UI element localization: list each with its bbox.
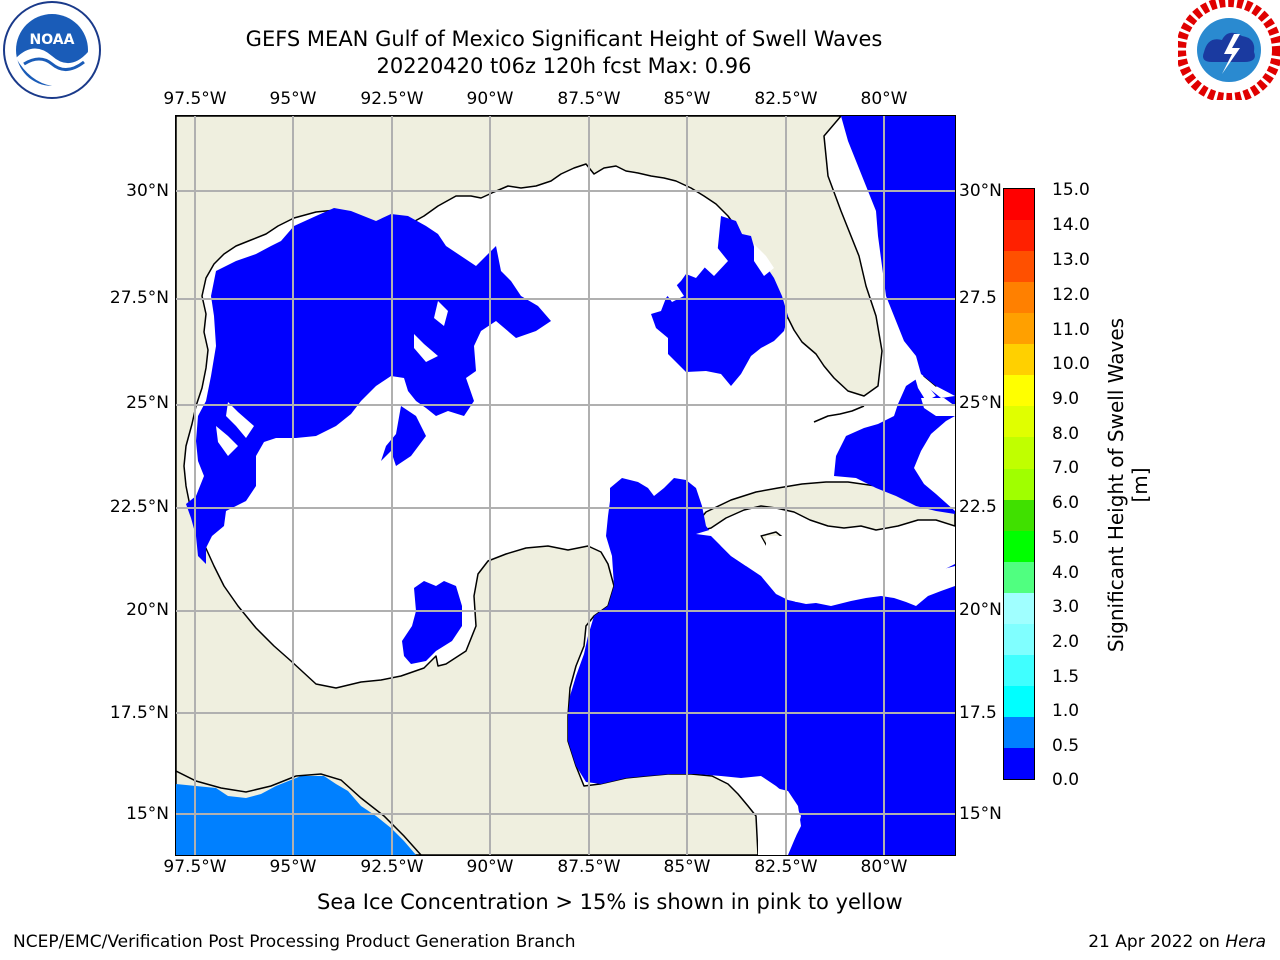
colorbar-segment (1004, 189, 1034, 221)
lon-tick-bottom: 87.5°W (557, 857, 621, 877)
footer-date: 21 Apr 2022 on Hera (1088, 932, 1266, 952)
lon-tick-top: 82.5°W (754, 89, 818, 109)
lat-tick-right: 15°N (959, 804, 1002, 824)
colorbar-tick: 8.0 (1052, 424, 1080, 444)
swell-field-gaps (216, 211, 955, 855)
lon-tick-top: 85°W (663, 89, 711, 109)
colorbar-segment (1004, 716, 1034, 748)
colorbar-label: Significant Height of Swell Waves [m] (1104, 317, 1152, 653)
lon-tick-bottom: 85°W (663, 857, 711, 877)
svg-text:NOAA: NOAA (30, 32, 75, 48)
lat-tick-left: 17.5°N (109, 703, 169, 723)
swell-field-0-0.5 (186, 116, 955, 855)
lat-tick-right: 22.5 (959, 497, 997, 517)
footer-date-text: 21 Apr 2022 on (1088, 932, 1220, 952)
lon-tick-bottom: 92.5°W (360, 857, 424, 877)
lon-tick-top: 95°W (269, 89, 317, 109)
nws-logo (1176, 0, 1280, 103)
map-gridlines (176, 116, 955, 855)
colorbar-tick: 7.0 (1052, 458, 1080, 478)
lon-tick-bottom: 95°W (269, 857, 317, 877)
footer-host: Hera (1225, 932, 1266, 952)
colorbar-tick: 11.0 (1052, 320, 1090, 340)
colorbar-segment (1004, 282, 1034, 314)
colorbar-tick: 9.0 (1052, 389, 1080, 409)
colorbar-tick: 2.0 (1052, 632, 1080, 652)
colorbar-segment (1004, 592, 1034, 624)
lon-tick-bottom: 82.5°W (754, 857, 818, 877)
colorbar-segment (1004, 251, 1034, 283)
colorbar-segment (1004, 654, 1034, 686)
colorbar-tick: 10.0 (1052, 354, 1090, 374)
colorbar-segment (1004, 499, 1034, 531)
colorbar-tick: 1.5 (1052, 667, 1080, 687)
lon-tick-top: 92.5°W (360, 89, 424, 109)
pacific-coastline (175, 770, 422, 856)
footer-credit: NCEP/EMC/Verification Post Processing Pr… (13, 932, 576, 952)
lon-tick-bottom: 90°W (466, 857, 514, 877)
lat-tick-left: 20°N (126, 600, 169, 620)
colorbar-segment (1004, 623, 1034, 655)
colorbar-tick: 14.0 (1052, 215, 1090, 235)
lon-tick-top: 87.5°W (557, 89, 621, 109)
colorbar-tick: 0.5 (1052, 736, 1080, 756)
colorbar-segment (1004, 406, 1034, 438)
lat-tick-right: 17.5 (959, 703, 997, 723)
noaa-logo: NOAA (0, 0, 104, 100)
colorbar-tick: 13.0 (1052, 250, 1090, 270)
colorbar-tick: 1.0 (1052, 701, 1080, 721)
colorbar-tick: 4.0 (1052, 563, 1080, 583)
map-title-line2: 20220420 t06z 120h fcst Max: 0.96 (376, 54, 752, 78)
colorbar-segments (1004, 189, 1034, 779)
lat-tick-left: 30°N (126, 181, 169, 201)
map-canvas (175, 115, 956, 856)
colorbar-segment (1004, 530, 1034, 562)
colorbar-tick: 3.0 (1052, 597, 1080, 617)
lon-tick-bottom: 97.5°W (163, 857, 227, 877)
lon-tick-top: 80°W (860, 89, 908, 109)
map-title-line1: GEFS MEAN Gulf of Mexico Significant Hei… (245, 27, 883, 51)
lat-tick-right: 25°N (959, 393, 1002, 413)
map-panel (175, 115, 956, 856)
colorbar-segment (1004, 747, 1034, 779)
colorbar-segment (1004, 375, 1034, 407)
lon-tick-top: 97.5°W (163, 89, 227, 109)
lon-tick-top: 90°W (466, 89, 514, 109)
colorbar-segment (1004, 561, 1034, 593)
colorbar-segment (1004, 313, 1034, 345)
colorbar-segment (1004, 344, 1034, 376)
colorbar-segment (1004, 685, 1034, 717)
lon-tick-bottom: 80°W (860, 857, 908, 877)
lat-tick-left: 22.5°N (109, 497, 169, 517)
lat-tick-right: 27.5 (959, 288, 997, 308)
lat-tick-right: 30°N (959, 181, 1002, 201)
lat-tick-left: 15°N (126, 804, 169, 824)
colorbar-segment (1004, 468, 1034, 500)
colorbar-tick: 0.0 (1052, 770, 1080, 790)
colorbar-segment (1004, 220, 1034, 252)
colorbar-segment (1004, 437, 1034, 469)
lat-tick-left: 27.5°N (109, 288, 169, 308)
colorbar-tick: 6.0 (1052, 493, 1080, 513)
lat-tick-left: 25°N (126, 393, 169, 413)
colorbar (1003, 188, 1035, 780)
colorbar-tick: 15.0 (1052, 180, 1090, 200)
colorbar-tick: 5.0 (1052, 528, 1080, 548)
colorbar-tick: 12.0 (1052, 285, 1090, 305)
swell-field-0.5-1 (176, 776, 416, 855)
lat-tick-right: 20°N (959, 600, 1002, 620)
sea-ice-caption: Sea Ice Concentration > 15% is shown in … (317, 890, 903, 914)
